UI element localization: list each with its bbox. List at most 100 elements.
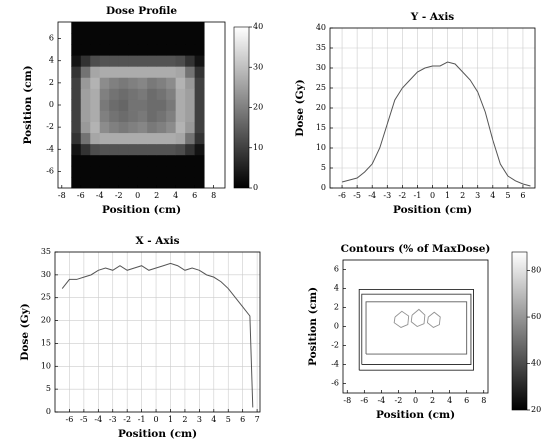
heat-cell [185,33,195,44]
y-tick-label: 10 [41,361,51,370]
heat-cell [195,22,205,33]
colorbar-tick-label: 20 [253,103,263,112]
heat-cell [81,99,91,110]
heat-cell [128,88,138,99]
heat-cell [109,111,119,122]
y-tick-label: 0 [334,322,339,331]
heat-cell [119,155,129,166]
heat-cell [157,155,167,166]
x-tick-label: -5 [80,415,88,424]
heat-cell [81,22,91,33]
heat-cell [109,22,119,33]
x-tick-label: 4 [211,415,216,424]
heat-cell [138,33,148,44]
heat-cell [90,177,100,188]
heat-cell [119,122,129,133]
heat-cell [147,44,157,55]
heat-cell [147,166,157,177]
heat-cell [166,22,176,33]
chart-title: Y - Axis [410,11,455,23]
x-tick-label: -4 [377,396,385,405]
y-tick-label: 35 [41,247,51,256]
heat-cell [138,99,148,110]
y-tick-label: 35 [316,43,326,52]
heat-cell [176,77,186,88]
heat-cell [195,166,205,177]
heat-cell [138,166,148,177]
y-tick-label: 10 [316,143,326,152]
heat-cell [157,144,167,155]
colorbar-tick-label: 80 [531,266,541,275]
x-tick-label: -1 [138,415,146,424]
heat-cell [138,88,148,99]
heat-cell [147,88,157,99]
heat-cell [109,44,119,55]
heat-cell [119,166,129,177]
heat-cell [166,44,176,55]
y-tick-label: 2 [49,78,54,87]
heat-cell [147,22,157,33]
x-tick-label: 0 [413,396,418,405]
heat-cell [176,122,186,133]
x-tick-label: -2 [395,396,403,405]
heat-cell [71,111,81,122]
heat-cell [195,55,205,66]
heat-cell [109,155,119,166]
x-tick-label: -4 [368,191,376,200]
page: {"chart_data": [ {"type": "heatmap", "ti… [0,0,545,441]
heat-cell [166,166,176,177]
heat-cell [100,155,110,166]
heat-cell [157,88,167,99]
y-tick-label: 5 [46,384,51,393]
heat-cell [166,133,176,144]
heat-cell [157,66,167,77]
y-tick-label: 30 [41,270,51,279]
x-tick-label: 0 [135,191,140,200]
heat-cell [157,133,167,144]
heat-cell [119,177,129,188]
heat-cell [81,122,91,133]
heat-cell [100,144,110,155]
x-tick-label: 6 [192,191,197,200]
heat-cell [71,166,81,177]
heat-cell [109,55,119,66]
heat-cell [90,122,100,133]
heat-cell [166,155,176,166]
heat-cell [195,77,205,88]
heat-cell [90,77,100,88]
x-tick-label: -6 [360,396,368,405]
heat-cell [81,88,91,99]
heat-cell [100,77,110,88]
heat-cell [185,133,195,144]
x-axis-label: Position (cm) [376,409,455,421]
x-tick-label: 2 [430,396,435,405]
heat-cell [166,99,176,110]
heat-cell [100,99,110,110]
heat-cell [185,66,195,77]
heat-cell [176,155,186,166]
heat-cell [100,44,110,55]
heat-cell [128,77,138,88]
y-tick-label: -2 [331,341,339,350]
x-tick-label: -6 [338,191,346,200]
heat-cell [185,144,195,155]
heat-cell [71,133,81,144]
heat-cell [119,99,129,110]
heat-cell [109,66,119,77]
heat-cell [81,155,91,166]
x-axis-label: Position (cm) [102,204,181,216]
heat-cell [119,22,129,33]
heat-cell [185,166,195,177]
y-tick-label: -2 [46,122,54,131]
heat-cell [185,88,195,99]
heat-cell [157,77,167,88]
heat-cell [109,33,119,44]
heat-cell [71,33,81,44]
y-tick-label: -4 [46,144,54,153]
heat-cell [157,166,167,177]
heat-cell [119,66,129,77]
heat-cell [166,55,176,66]
y-tick-label: 25 [316,83,326,92]
heat-cell [81,111,91,122]
heat-cell [128,177,138,188]
